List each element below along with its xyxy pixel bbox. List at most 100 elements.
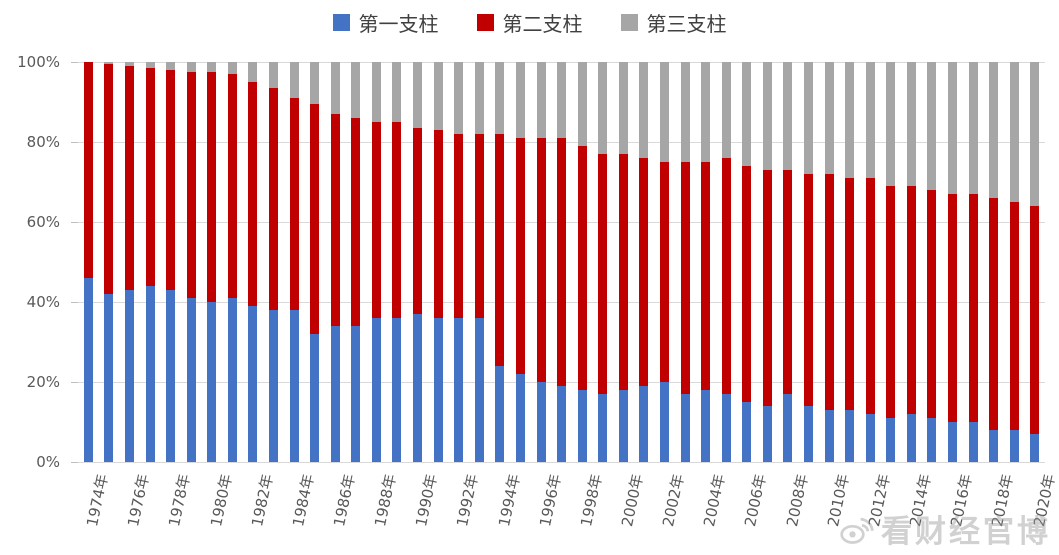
segment-first-pillar (310, 334, 320, 462)
legend-swatch-second-pillar (476, 13, 494, 31)
x-axis-label-1978: 1978年 (165, 472, 195, 529)
x-axis-label-1984: 1984年 (288, 472, 318, 529)
bar-1977 (145, 62, 155, 462)
bar-1999 (598, 62, 608, 462)
x-axis-label-2018: 2018年 (988, 472, 1018, 529)
segment-first-pillar (659, 382, 669, 462)
bar-1991 (433, 62, 443, 462)
x-axis-label-2010: 2010年 (823, 472, 853, 529)
segment-second-pillar (804, 174, 814, 406)
segment-third-pillar (1009, 62, 1019, 202)
y-tick (71, 302, 78, 303)
bar-1995 (515, 62, 525, 462)
segment-third-pillar (330, 62, 340, 114)
bar-slot-2006 (737, 62, 758, 462)
bar-2009 (804, 62, 814, 462)
y-axis-label-40%: 40% (26, 293, 60, 311)
segment-second-pillar (124, 66, 134, 290)
segment-third-pillar (989, 62, 999, 198)
segment-first-pillar (639, 386, 649, 462)
legend-label: 第二支柱 (502, 11, 583, 36)
segment-first-pillar (351, 326, 361, 462)
bar-2007 (762, 62, 772, 462)
bar-slot-1986 (325, 62, 346, 462)
segment-second-pillar (906, 186, 916, 414)
segment-first-pillar (145, 286, 155, 462)
y-tick (71, 142, 78, 143)
segment-first-pillar (330, 326, 340, 462)
segment-third-pillar (886, 62, 896, 186)
segment-third-pillar (577, 62, 587, 146)
segment-second-pillar (330, 114, 340, 326)
segment-third-pillar (845, 62, 855, 178)
segment-first-pillar (515, 374, 525, 462)
segment-second-pillar (289, 98, 299, 310)
segment-second-pillar (248, 82, 258, 306)
x-axis-label-2014: 2014年 (906, 472, 935, 529)
segment-first-pillar (927, 418, 937, 462)
segment-third-pillar (227, 62, 237, 74)
bar-slot-1992 (448, 62, 469, 462)
x-axis-label-2002: 2002年 (659, 472, 688, 529)
segment-second-pillar (392, 122, 402, 318)
bar-2014 (906, 62, 916, 462)
segment-first-pillar (906, 414, 916, 462)
segment-third-pillar (413, 62, 423, 128)
x-axis: 1974年 1976年 1978年 1980年 1982年 1984年 1986年 1988年… (78, 468, 1058, 555)
segment-second-pillar (227, 74, 237, 298)
segment-second-pillar (762, 170, 772, 406)
bar-1992 (454, 62, 464, 462)
bar-2015 (927, 62, 937, 462)
bar-1988 (371, 62, 381, 462)
segment-third-pillar (166, 62, 176, 70)
legend-swatch-first-pillar (332, 13, 350, 31)
bar-2017 (968, 62, 978, 462)
y-axis-label-80%: 80% (26, 133, 60, 151)
segment-third-pillar (618, 62, 628, 154)
bar-slot-2018 (983, 62, 1004, 462)
segment-third-pillar (906, 62, 916, 186)
segment-third-pillar (927, 62, 937, 190)
segment-first-pillar (289, 310, 299, 462)
bar-slot-2000 (613, 62, 634, 462)
segment-third-pillar (515, 62, 525, 138)
segment-third-pillar (474, 62, 484, 134)
bar-slot-2010 (819, 62, 840, 462)
segment-second-pillar (824, 174, 834, 410)
segment-first-pillar (83, 278, 93, 462)
segment-third-pillar (207, 62, 217, 72)
bar-slot-1990 (407, 62, 428, 462)
segment-second-pillar (742, 166, 752, 402)
bar-slot-2014 (901, 62, 922, 462)
segment-third-pillar (371, 62, 381, 122)
y-axis-label-100%: 100% (17, 53, 60, 71)
segment-first-pillar (536, 382, 546, 462)
bar-slot-2007 (757, 62, 778, 462)
bar-2020 (1030, 62, 1040, 462)
segment-first-pillar (948, 422, 958, 462)
bar-1990 (413, 62, 423, 462)
bar-slot-1983 (263, 62, 284, 462)
x-axis-label-1974: 1974年 (83, 472, 112, 529)
segment-third-pillar (742, 62, 752, 166)
segment-third-pillar (762, 62, 772, 170)
bar-2003 (680, 62, 690, 462)
segment-second-pillar (515, 138, 525, 374)
x-axis-label-1990: 1990年 (412, 472, 442, 529)
bar-slot-2005 (716, 62, 737, 462)
segment-first-pillar (495, 366, 505, 462)
bar-slot-1978 (160, 62, 181, 462)
segment-third-pillar (495, 62, 505, 134)
bar-2011 (845, 62, 855, 462)
y-tick (71, 462, 78, 463)
segment-first-pillar (1009, 430, 1019, 462)
segment-third-pillar (536, 62, 546, 138)
segment-first-pillar (268, 310, 278, 462)
bar-2016 (948, 62, 958, 462)
segment-second-pillar (865, 178, 875, 414)
x-axis-label-2000: 2000年 (618, 472, 647, 529)
bar-2008 (783, 62, 793, 462)
segment-second-pillar (454, 134, 464, 318)
segment-first-pillar (989, 430, 999, 462)
segment-second-pillar (166, 70, 176, 290)
